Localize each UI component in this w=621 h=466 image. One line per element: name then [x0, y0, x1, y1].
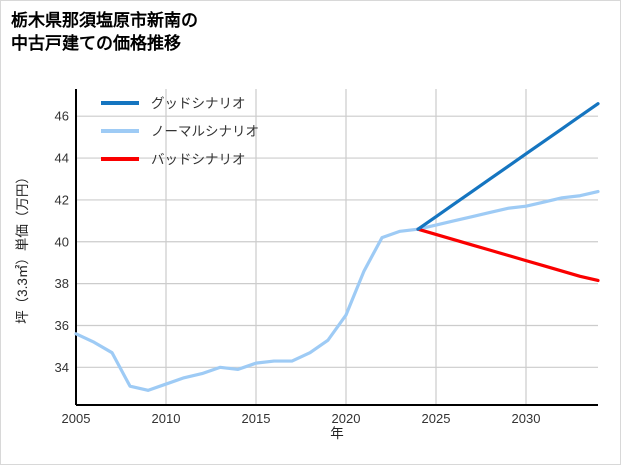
x-tick-label: 2025: [422, 411, 451, 426]
plot-background: [76, 89, 598, 405]
data-series-layer: [74, 102, 600, 392]
y-tick-label: 40: [55, 234, 69, 249]
legend-label: バッドシナリオ: [151, 152, 246, 167]
series-line-normal-forecast: [416, 189, 600, 231]
y-tick-label: 46: [55, 109, 69, 124]
x-axis-title: 年: [330, 426, 344, 441]
x-tick-label: 2030: [512, 411, 541, 426]
series-line-bad: [416, 227, 600, 283]
horizontal-gridlines: [76, 115, 598, 368]
y-tick-label: 36: [55, 318, 69, 333]
legend-label: グッドシナリオ: [151, 96, 246, 111]
chart-title: 栃木県那須塩原市新南の 中古戸建ての価格推移: [11, 11, 198, 53]
y-tick-label: 34: [55, 360, 69, 375]
y-tick-label: 42: [55, 192, 69, 207]
x-tick-labels: 2005 2010 2015 2020 2025 2030: [62, 411, 541, 426]
legend-label: ノーマルシナリオ: [151, 124, 259, 139]
series-line-good: [416, 102, 600, 231]
x-tick-label: 2015: [242, 411, 271, 426]
y-tick-label: 38: [55, 276, 69, 291]
x-tick-label: 2005: [62, 411, 91, 426]
series-line-normal-historical: [74, 227, 420, 392]
y-tick-label: 44: [55, 151, 69, 166]
y-axis-title: 坪（3.3㎡）単価（万円）: [15, 170, 30, 324]
y-tick-labels: 34 36 38 40 42 44 46: [55, 109, 69, 375]
x-tick-label: 2020: [332, 411, 361, 426]
x-tick-label: 2010: [152, 411, 181, 426]
